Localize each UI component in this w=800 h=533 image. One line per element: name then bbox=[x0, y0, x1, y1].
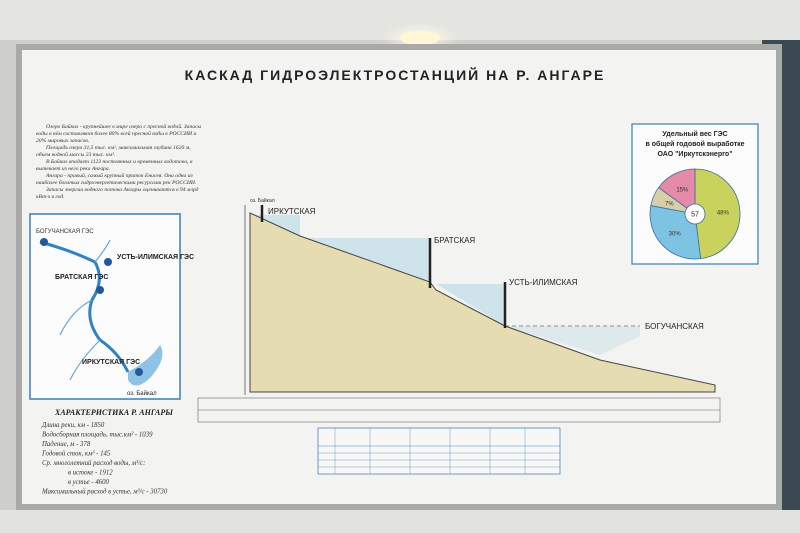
intro-paragraph: Ангара - правый, самый крупный приток Ен… bbox=[36, 172, 196, 186]
pie-label: 30% bbox=[669, 232, 682, 238]
intro-paragraph: В Байкал впадает 1123 постоянных и време… bbox=[36, 158, 193, 172]
map-label: БОГУЧАНСКАЯ ГЭС bbox=[36, 229, 94, 235]
characteristic-line: Годовой сток, км³ - 145 bbox=[41, 451, 111, 458]
pie-label: 15% bbox=[676, 188, 689, 194]
map-label: оз. Байкал bbox=[127, 390, 157, 397]
pie-label: 48% bbox=[717, 211, 730, 217]
map-label: ИРКУТСКАЯ ГЭС bbox=[82, 359, 140, 366]
pie-title: ОАО "Иркутскэнерго" bbox=[657, 151, 732, 158]
pie-label: 7% bbox=[665, 201, 674, 207]
intro-paragraph: Запасы энергии водного потока Ангары оце… bbox=[36, 186, 199, 200]
characteristic-line: Длина реки, км - 1850 bbox=[41, 422, 105, 429]
characteristic-line: в устье - 4600 bbox=[68, 479, 110, 486]
pie-slice bbox=[658, 168, 696, 215]
table-frame bbox=[317, 427, 561, 475]
map-label: УСТЬ-ИЛИМСКАЯ ГЭС bbox=[117, 254, 194, 261]
pie-center-label: 57 bbox=[691, 212, 699, 219]
source-label: оз. Байкал bbox=[250, 197, 275, 204]
lamp bbox=[400, 31, 440, 45]
pie-title: Удельный вес ГЭС bbox=[662, 130, 727, 138]
lower-wall bbox=[0, 510, 800, 533]
river-profile bbox=[249, 212, 716, 393]
reservoir bbox=[436, 284, 505, 326]
station-dot bbox=[96, 286, 104, 294]
intro-paragraph: Озеро Байкал - крупнейшее в мире озеро с… bbox=[36, 123, 202, 144]
pie-center bbox=[684, 203, 706, 225]
characteristic-line: Максимальный расход в устье, м³/с - 3073… bbox=[41, 489, 168, 496]
pie-title: в общей годовой выработке bbox=[645, 140, 744, 148]
station-label: ИРКУТСКАЯ bbox=[268, 207, 316, 216]
map-frame bbox=[29, 213, 181, 400]
station-label: УСТЬ-ИЛИМСКАЯ bbox=[509, 278, 578, 287]
pie-panel: Удельный вес ГЭС в общей годовой выработ… bbox=[631, 123, 759, 265]
characteristic-line: Водосборная площадь, тыс.км² - 1039 bbox=[42, 432, 153, 439]
characteristics-heading: ХАРАКТЕРИСТИКА Р. АНГАРЫ bbox=[54, 408, 173, 417]
station-dot bbox=[40, 238, 48, 246]
map: БОГУЧАНСКАЯ ГЭС УСТЬ-ИЛИМСКАЯ ГЭС БРАТСК… bbox=[29, 213, 194, 400]
station-label: БРАТСКАЯ bbox=[434, 236, 475, 245]
poster-title: КАСКАД ГИДРОЭЛЕКТРОСТАНЦИЙ НА Р. АНГАРЕ bbox=[185, 66, 606, 83]
stations-table bbox=[317, 427, 561, 475]
characteristic-line: в истоке - 1912 bbox=[68, 470, 113, 477]
intro-text: Озеро Байкал - крупнейшее в мире озеро с… bbox=[36, 123, 202, 200]
station-dot bbox=[104, 258, 112, 266]
characteristic-line: Падение, м - 378 bbox=[41, 441, 91, 448]
profile: ИРКУТСКАЯ БРАТСКАЯ УСТЬ-ИЛИМСКАЯ БОГУЧАН… bbox=[197, 197, 721, 423]
reservoir bbox=[505, 326, 640, 355]
characteristics: ХАРАКТЕРИСТИКА Р. АНГАРЫ Длина реки, км … bbox=[41, 408, 173, 496]
characteristic-line: Ср. многолетний расход воды, м³/с: bbox=[42, 460, 145, 467]
tributary bbox=[59, 239, 111, 381]
station-label: БОГУЧАНСКАЯ bbox=[645, 322, 704, 331]
intro-paragraph: Площадь озера 31,5 тыс. км², максимальна… bbox=[36, 144, 191, 158]
baikal bbox=[128, 345, 163, 386]
pie-slice bbox=[694, 168, 741, 260]
map-label: БРАТСКАЯ ГЭС bbox=[55, 274, 108, 281]
station-dot bbox=[135, 368, 143, 376]
